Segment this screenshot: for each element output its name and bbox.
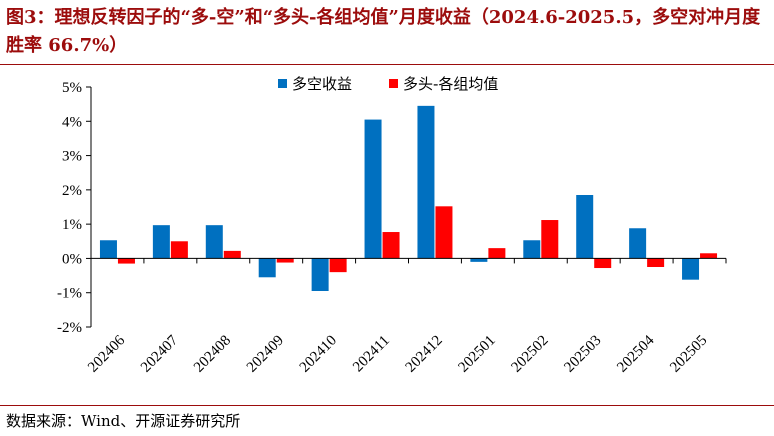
long-short-bar (576, 195, 594, 259)
x-tick-label: 202408 (191, 333, 234, 376)
y-tick-label: 0% (62, 251, 82, 267)
figure-title: 图3：理想反转因子的“多-空”和“多头-各组均值”月度收益（2024.6-202… (6, 7, 761, 56)
x-tick-label: 202407 (138, 332, 181, 375)
y-axis: -2% -1% 0% 1% 2% 3% 4% 5% (57, 80, 92, 336)
long-mean-bar (170, 241, 188, 259)
title-divider (0, 64, 774, 65)
x-tick-label: 202406 (85, 332, 128, 375)
x-tick-label: 202410 (297, 333, 340, 376)
long-short-bar (205, 225, 223, 259)
y-tick-label: 3% (62, 149, 82, 165)
long-mean-bar (647, 258, 665, 267)
chart-legend: 多空收益 多头-各组均值 (278, 75, 498, 93)
y-tick-label: 4% (62, 114, 82, 130)
y-tick-label: -2% (57, 320, 82, 336)
long-mean-bar (329, 258, 347, 273)
x-tick-label: 202502 (508, 333, 551, 376)
x-tick-label: 202411 (350, 333, 393, 376)
x-axis: 202406 202407 202408 202409 202410 202411 2024… (85, 257, 727, 376)
legend-swatch-long-short (278, 79, 287, 88)
long-short-bar (682, 258, 700, 280)
bar-chart: 多空收益 多头-各组均值 -2%-1%0%1%2%3%4%5% 202406 20… (57, 75, 727, 376)
long-mean-bar (382, 232, 400, 259)
long-short-bar (523, 240, 541, 259)
long-short-bar (417, 105, 435, 259)
long-mean-bar (541, 220, 559, 259)
long-short-bar (629, 228, 647, 259)
x-tick-label: 202504 (614, 332, 657, 375)
source-note: 数据来源：Wind、开源证券研究所 (6, 412, 241, 430)
long-short-bar (152, 225, 170, 259)
long-mean-bar (223, 250, 241, 259)
long-short-bar (364, 119, 382, 259)
source-divider (0, 405, 774, 406)
long-short-bar (99, 240, 117, 259)
long-mean-bar (117, 258, 135, 264)
bars (99, 105, 718, 291)
x-tick-label: 202409 (244, 333, 287, 376)
x-tick-label: 202505 (667, 333, 710, 376)
long-short-bar (470, 258, 488, 262)
long-mean-bar (700, 253, 718, 259)
x-tick-label: 202501 (456, 333, 499, 376)
long-mean-bar (488, 248, 506, 259)
long-mean-bar (594, 258, 612, 269)
long-mean-bar (435, 206, 453, 259)
y-tick-label: 2% (62, 183, 82, 199)
long-mean-bar (276, 258, 294, 263)
x-tick-label: 202503 (561, 333, 604, 376)
y-tick-label: 1% (62, 217, 82, 233)
y-tick-label: -1% (57, 286, 82, 302)
legend-label-long-short: 多空收益 (292, 75, 352, 93)
legend-swatch-long-mean (389, 79, 398, 88)
long-short-bar (258, 258, 276, 278)
legend-label-long-mean: 多头-各组均值 (403, 75, 498, 93)
x-tick-label: 202412 (403, 333, 446, 376)
y-tick-label: 5% (62, 80, 82, 96)
long-short-bar (311, 258, 329, 291)
